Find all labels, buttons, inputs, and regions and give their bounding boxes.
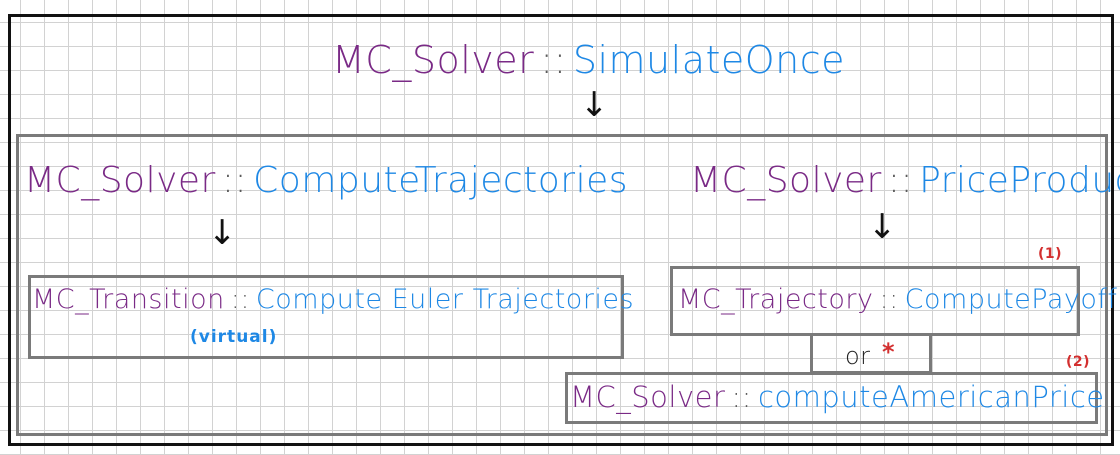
- compute-trajectories-node: MC_Solver:: ComputeTrajectories: [24, 160, 628, 201]
- down-arrow-icon: ↓: [208, 213, 237, 253]
- footnote-marker-1: (1): [1038, 246, 1063, 262]
- scope-separator: ::: [731, 380, 752, 414]
- transition-box: [28, 275, 624, 359]
- inner-frame: [16, 134, 1108, 436]
- compute-payoff-node: MC_Trajectory:: ComputePayoff: [678, 284, 1117, 315]
- scope-separator: ::: [887, 160, 914, 201]
- or-label: or: [845, 342, 871, 370]
- outer-frame: [8, 14, 1114, 446]
- price-product-node: MC_Solver::PriceProduct: [690, 160, 1120, 201]
- class-name: MC_Solver: [24, 160, 216, 201]
- virtual-note: (virtual): [190, 327, 278, 347]
- scope-separator: ::: [879, 284, 899, 315]
- method-name: ComputeTrajectories: [253, 160, 629, 201]
- method-name: PriceProduct: [919, 160, 1120, 201]
- class-name: MC_Solver: [570, 380, 726, 414]
- american-price-box: [565, 372, 1098, 424]
- footnote-marker-2: (2): [1066, 354, 1091, 370]
- class-name: MC_Solver: [332, 38, 535, 82]
- or-connector-box: [810, 334, 932, 374]
- euler-trajectories-node: MC_Transition:: Compute Euler Trajectorie…: [32, 284, 634, 315]
- trajectory-box: [670, 266, 1080, 336]
- method-name: SimulateOnce: [572, 38, 846, 82]
- method-name: Compute Euler Trajectories: [255, 284, 635, 315]
- down-arrow-icon: ↓: [868, 207, 897, 247]
- scope-separator: ::: [230, 284, 250, 315]
- american-price-node: MC_Solver:: computeAmericanPrice: [570, 380, 1105, 414]
- class-name: MC_Solver: [690, 160, 882, 201]
- scope-separator: ::: [540, 38, 567, 82]
- asterisk-icon: *: [882, 338, 896, 366]
- simulate-once-node: MC_Solver:: SimulateOnce: [332, 38, 845, 82]
- method-name: ComputePayoff: [904, 284, 1118, 315]
- scope-separator: ::: [221, 160, 248, 201]
- class-name: MC_Transition: [32, 284, 225, 315]
- down-arrow-icon: ↓: [580, 85, 609, 125]
- class-name: MC_Trajectory: [678, 284, 874, 315]
- method-name: computeAmericanPrice: [757, 380, 1105, 414]
